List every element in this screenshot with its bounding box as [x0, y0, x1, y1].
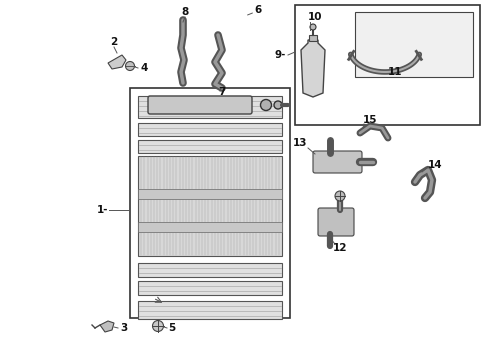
Circle shape: [310, 24, 316, 30]
Polygon shape: [301, 40, 325, 97]
Text: 14: 14: [428, 160, 442, 170]
Text: 13: 13: [293, 138, 307, 148]
FancyBboxPatch shape: [313, 151, 362, 173]
Bar: [138, 96, 282, 118]
Text: 3: 3: [120, 323, 127, 333]
Circle shape: [274, 101, 282, 109]
Text: 7: 7: [219, 87, 226, 97]
Bar: [130, 88, 290, 318]
Text: 12: 12: [333, 243, 347, 253]
Polygon shape: [100, 321, 114, 332]
FancyBboxPatch shape: [318, 208, 354, 236]
Text: 10: 10: [308, 12, 322, 22]
Bar: [138, 301, 282, 319]
Text: 4: 4: [140, 63, 147, 73]
Text: 5: 5: [168, 323, 175, 333]
Bar: [138, 156, 282, 256]
Bar: [138, 123, 282, 136]
Circle shape: [335, 191, 345, 201]
Circle shape: [125, 62, 134, 71]
Text: 6: 6: [254, 5, 262, 15]
Circle shape: [152, 320, 164, 332]
Bar: [355, 12, 473, 77]
Text: 2: 2: [110, 37, 118, 47]
Text: 9-: 9-: [274, 50, 286, 60]
Text: 1-: 1-: [97, 205, 108, 215]
Bar: [138, 263, 282, 277]
Bar: [309, 35, 317, 41]
Bar: [138, 189, 282, 199]
Bar: [138, 281, 282, 295]
Bar: [295, 5, 480, 125]
Text: 15: 15: [363, 115, 377, 125]
Polygon shape: [108, 55, 126, 69]
Text: 8: 8: [181, 7, 189, 17]
Bar: [138, 222, 282, 232]
Text: 11: 11: [388, 67, 402, 77]
FancyBboxPatch shape: [148, 96, 252, 114]
Circle shape: [261, 99, 271, 111]
Bar: [138, 140, 282, 153]
